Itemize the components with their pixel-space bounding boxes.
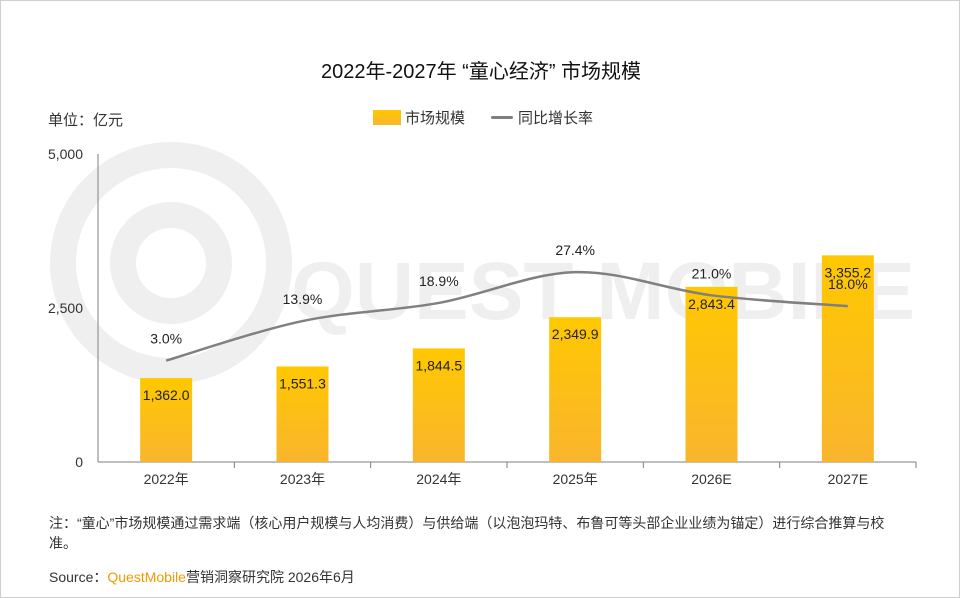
x-tick-label: 2023年 xyxy=(280,471,325,487)
growth-rate-label: 3.0% xyxy=(150,331,182,347)
y-tick-label: 5,000 xyxy=(48,146,83,162)
source-prefix: Source： xyxy=(49,569,108,585)
growth-rate-label: 21.0% xyxy=(692,265,732,281)
footnote: 注：“童心”市场规模通过需求端（核心用户规模与人均消费）与供给端（以泡泡玛特、布… xyxy=(49,515,885,551)
x-tick-label: 2027E xyxy=(828,471,868,487)
bar-value-label: 3,355.2 xyxy=(824,264,871,280)
watermark-text: QUEST MOBILE xyxy=(291,246,915,337)
bar-value-label: 1,844.5 xyxy=(415,357,462,373)
bar-value-label: 2,349.9 xyxy=(552,326,599,342)
bars xyxy=(140,255,874,462)
bar xyxy=(549,317,602,462)
growth-rate-label: 27.4% xyxy=(555,242,595,258)
growth-rate-label: 18.9% xyxy=(419,273,459,289)
chart-title: 2022年-2027年 “童心经济” 市场规模 xyxy=(320,61,642,83)
data-labels: 1,362.0 1,551.3 1,844.5 2,349.9 2,843.4 3,355… xyxy=(143,242,872,403)
legend-bar-swatch xyxy=(373,110,401,125)
unit-label: 单位：亿元 xyxy=(48,112,124,129)
source-line: Source：QuestMobile营销洞察研究院 2026年6月 xyxy=(49,567,355,587)
legend-line-label: 同比增长率 xyxy=(518,110,594,127)
y-tick-label: 0 xyxy=(75,454,83,470)
bar-value-label: 1,362.0 xyxy=(143,387,190,403)
legend-bar-label: 市场规模 xyxy=(405,110,466,127)
x-tick-label: 2022年 xyxy=(144,471,189,487)
x-tick-label: 2025年 xyxy=(553,471,598,487)
growth-line-layer xyxy=(165,270,848,362)
watermark: QUEST MOBILE xyxy=(50,142,915,384)
x-tick-label: 2026E xyxy=(691,471,731,487)
bar xyxy=(140,378,193,462)
bar xyxy=(412,348,465,462)
growth-rate-line xyxy=(165,270,848,362)
bar xyxy=(685,286,738,462)
x-tick-label: 2024年 xyxy=(416,471,461,487)
source-brand: QuestMobile xyxy=(107,569,186,585)
bar-value-label: 1,551.3 xyxy=(279,375,326,391)
bar xyxy=(276,366,329,462)
source-suffix: 营销洞察研究院 2026年6月 xyxy=(185,569,355,585)
growth-rate-label: 13.9% xyxy=(283,291,323,307)
growth-rate-label: 18.0% xyxy=(828,276,868,292)
legend: 市场规模 同比增长率 xyxy=(373,107,593,128)
axes: 0 2,500 5,000 2022年 2023年 2024年 2025年 2026E 2027… xyxy=(48,146,917,487)
bar xyxy=(821,255,874,462)
y-tick-label: 2,500 xyxy=(48,300,83,316)
bar-value-label: 2,843.4 xyxy=(688,296,735,312)
legend-line-swatch xyxy=(491,116,514,119)
